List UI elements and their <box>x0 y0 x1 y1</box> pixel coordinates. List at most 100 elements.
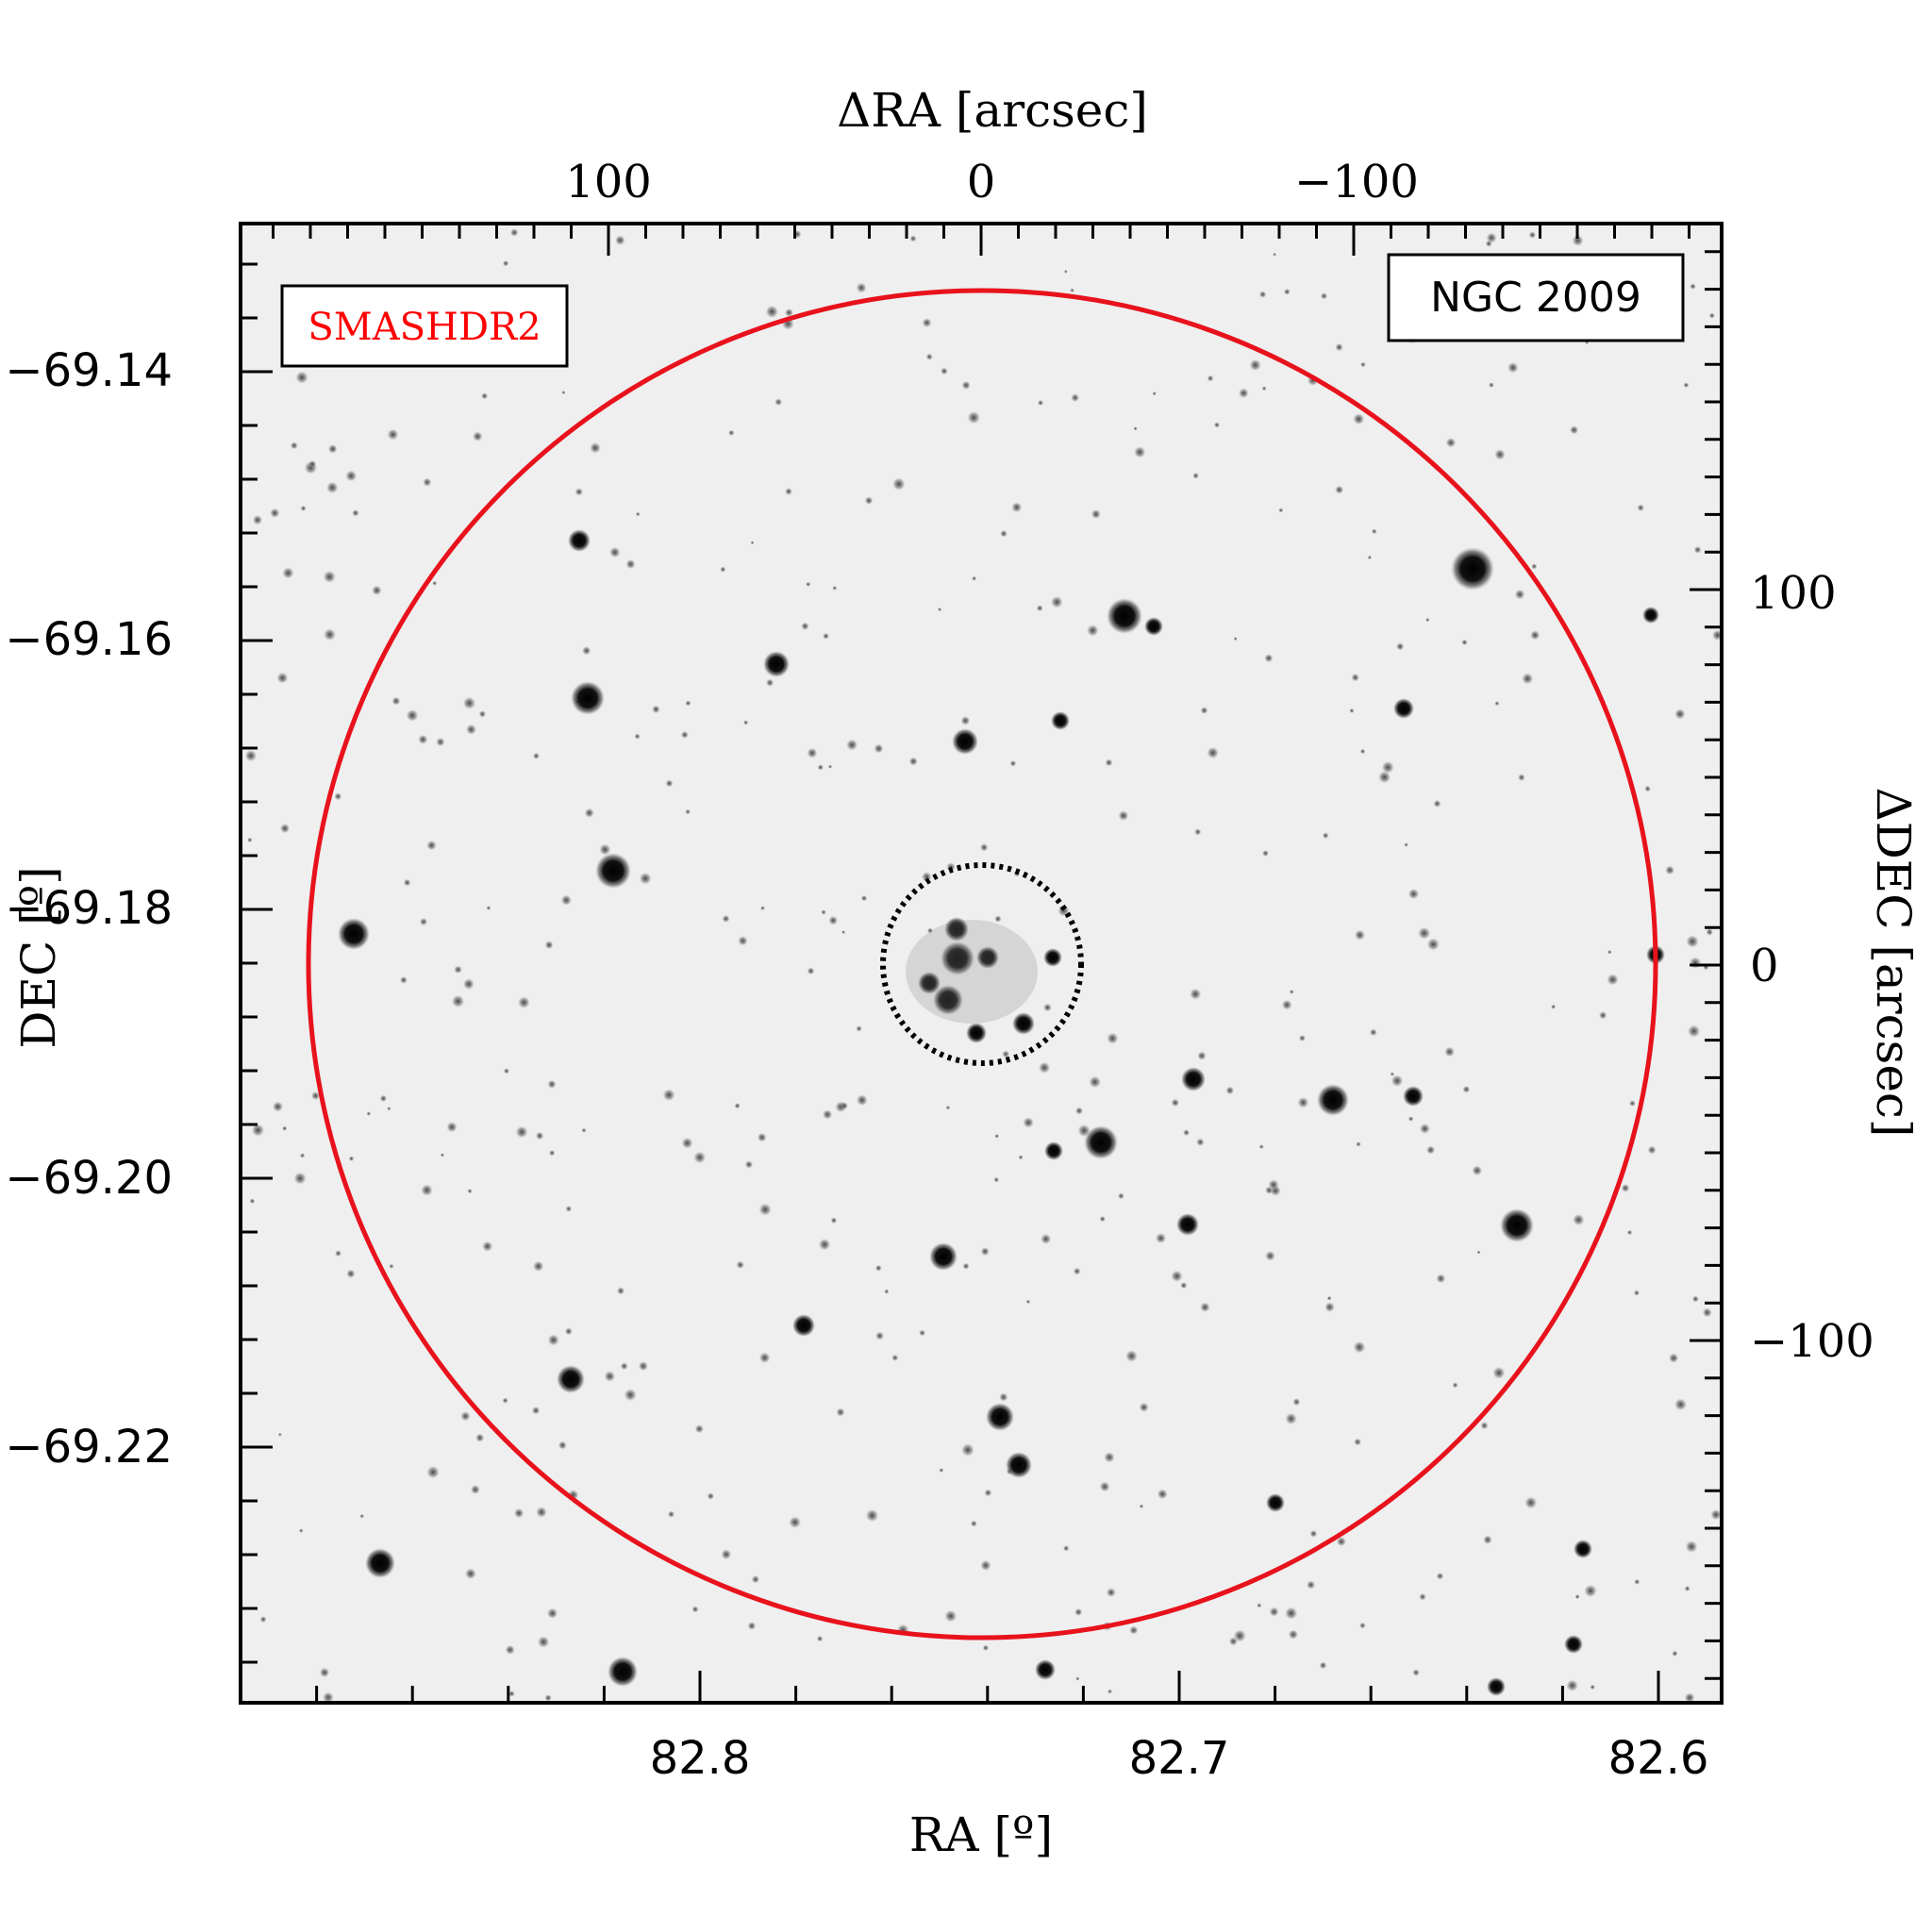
star <box>986 1403 1014 1431</box>
faint-star <box>272 1101 284 1112</box>
faint-star <box>1298 1034 1306 1042</box>
faint-star <box>1425 1145 1436 1155</box>
faint-star <box>994 915 1002 923</box>
star <box>1642 607 1659 624</box>
faint-star <box>1637 504 1644 511</box>
faint-star <box>1711 629 1722 641</box>
faint-star <box>440 1153 445 1158</box>
faint-star <box>1086 624 1099 637</box>
faint-star <box>960 715 971 725</box>
faint-star <box>874 1264 882 1272</box>
faint-star <box>535 1131 544 1141</box>
faint-star <box>1607 974 1619 986</box>
faint-star <box>505 1644 515 1656</box>
faint-star <box>1309 1529 1318 1538</box>
faint-star <box>432 580 438 586</box>
faint-star <box>1281 999 1292 1010</box>
star-field <box>244 228 1722 1703</box>
faint-star <box>1444 1046 1456 1058</box>
faint-star <box>693 1151 707 1164</box>
faint-star <box>249 1198 256 1205</box>
faint-star <box>502 1397 508 1404</box>
faint-star <box>1326 1295 1332 1301</box>
faint-star <box>423 477 432 487</box>
faint-star <box>926 927 934 934</box>
faint-star <box>277 1432 282 1437</box>
faint-star <box>1125 1350 1138 1362</box>
faint-star <box>436 737 445 747</box>
faint-star <box>1269 1607 1279 1617</box>
faint-star <box>652 705 660 714</box>
faint-star <box>399 975 408 984</box>
faint-star <box>1590 1684 1595 1690</box>
faint-star <box>359 1513 365 1519</box>
faint-star <box>856 1025 862 1032</box>
faint-star <box>509 228 519 237</box>
faint-star <box>757 1132 767 1142</box>
faint-star <box>1683 382 1690 389</box>
faint-star <box>944 1609 958 1623</box>
faint-star <box>765 305 779 319</box>
faint-star <box>1018 1155 1024 1160</box>
faint-star <box>961 380 971 391</box>
faint-star <box>1573 1213 1585 1226</box>
faint-star <box>325 481 339 494</box>
faint-star <box>760 906 765 911</box>
faint-star <box>1157 1489 1168 1500</box>
faint-star <box>1264 654 1274 663</box>
faint-star <box>247 837 253 843</box>
faint-star <box>1685 1540 1698 1554</box>
faint-star <box>1492 1366 1506 1380</box>
faint-star <box>909 235 917 242</box>
faint-star <box>475 1433 485 1442</box>
faint-star <box>789 1516 802 1529</box>
star <box>1176 1213 1199 1236</box>
faint-star <box>1000 529 1008 538</box>
faint-star <box>982 1644 990 1652</box>
faint-star <box>1297 1096 1309 1108</box>
faint-star <box>1042 1003 1052 1012</box>
object-label: NGC 2009 <box>1430 274 1641 322</box>
faint-star <box>1180 1281 1188 1290</box>
faint-star <box>721 1549 732 1560</box>
faint-star <box>1367 555 1373 560</box>
faint-star <box>1335 485 1344 494</box>
faint-star <box>891 1354 899 1361</box>
faint-star <box>564 1327 573 1336</box>
star <box>338 918 370 950</box>
faint-star <box>1200 1302 1210 1313</box>
star <box>568 529 591 552</box>
faint-star <box>1598 1011 1607 1020</box>
faint-star <box>1011 502 1023 513</box>
faint-star <box>685 808 691 815</box>
faint-star <box>1354 1438 1362 1446</box>
faint-star <box>856 282 867 293</box>
faint-star <box>875 1331 885 1341</box>
star <box>1035 1659 1056 1680</box>
faint-star <box>1529 630 1541 641</box>
faint-star <box>290 441 298 450</box>
faint-star <box>558 1441 567 1450</box>
faint-star <box>816 1635 824 1642</box>
faint-star <box>513 1507 525 1519</box>
faint-star <box>667 1510 675 1518</box>
faint-star <box>1572 234 1584 247</box>
faint-star <box>244 749 258 762</box>
star <box>1043 948 1062 967</box>
faint-star <box>939 1468 944 1473</box>
faint-star <box>1268 1179 1279 1191</box>
faint-star <box>1258 1144 1264 1150</box>
faint-star <box>547 1079 557 1090</box>
faint-star <box>1522 673 1534 685</box>
faint-star <box>322 1691 334 1703</box>
faint-star <box>319 1667 330 1678</box>
faint-star <box>1261 386 1267 391</box>
faint-star <box>822 1109 833 1120</box>
faint-star <box>680 730 689 740</box>
faint-star <box>1036 605 1043 612</box>
faint-star <box>604 1371 616 1382</box>
faint-star <box>1395 642 1405 651</box>
faint-star <box>1258 291 1267 298</box>
faint-star <box>1531 563 1538 570</box>
faint-star <box>1292 1398 1301 1407</box>
